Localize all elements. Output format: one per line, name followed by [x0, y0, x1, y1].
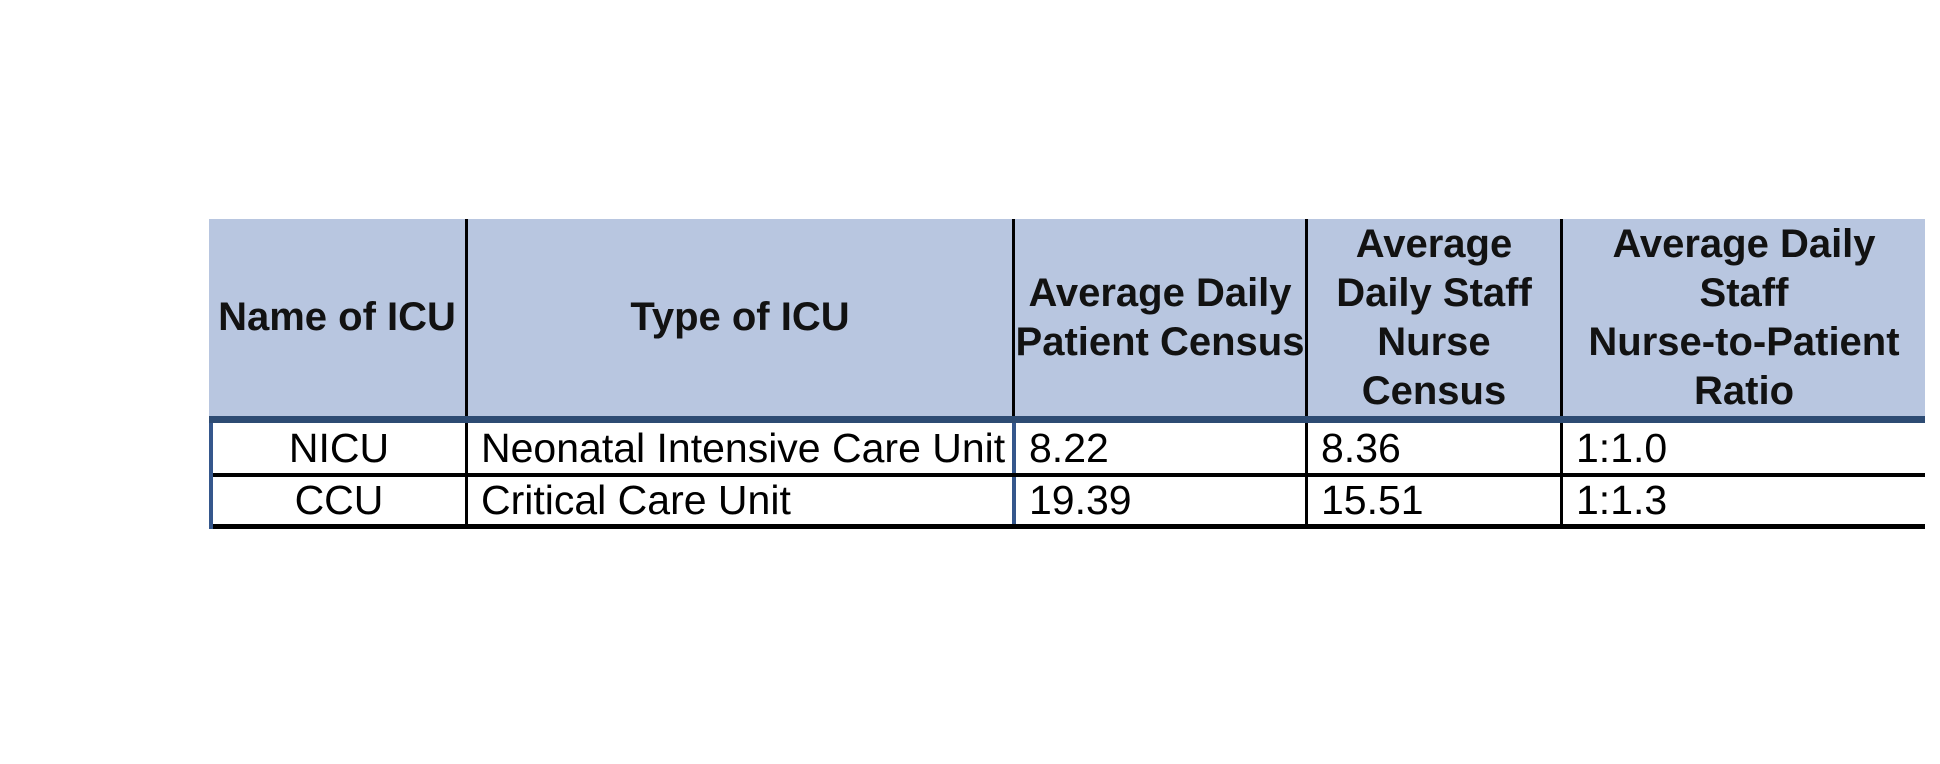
- cell-patient-census: 8.22: [1012, 423, 1305, 473]
- cell-nurse-to-patient-ratio: 1:1.3: [1560, 477, 1925, 524]
- cell-nurse-census: 8.36: [1305, 423, 1560, 473]
- cell-patient-census: 19.39: [1012, 477, 1305, 524]
- icu-staffing-table: Name of ICU Type of ICU Average Daily Pa…: [209, 219, 1925, 529]
- table-row: CCU Critical Care Unit 19.39 15.51 1:1.3: [213, 477, 1925, 529]
- column-header-name-of-icu: Name of ICU: [218, 295, 456, 339]
- cell-icu-name: NICU: [288, 424, 390, 471]
- cell-nurse-census: 15.51: [1305, 477, 1560, 524]
- column-header-average-daily-patient-census: Average Daily Patient Census: [1012, 219, 1305, 416]
- cell-icu-name: CCU: [294, 477, 384, 523]
- table-row: NICU Neonatal Intensive Care Unit 8.22 8…: [213, 423, 1925, 477]
- column-header-average-daily-staff-nurse-census: Average Daily Staff Nurse Census: [1305, 219, 1560, 416]
- column-header-type-of-icu: Type of ICU: [465, 219, 1012, 416]
- cell-nurse-to-patient-ratio: 1:1.0: [1560, 423, 1925, 473]
- cell-icu-type: Critical Care Unit: [465, 477, 1012, 524]
- table-header-row: Name of ICU Type of ICU Average Daily Pa…: [209, 219, 1925, 423]
- table-body: NICU Neonatal Intensive Care Unit 8.22 8…: [209, 423, 1925, 529]
- cell-icu-type: Neonatal Intensive Care Unit: [465, 423, 1012, 473]
- column-header-average-daily-staff-nurse-to-patient-ratio: Average Daily Staff Nurse-to-Patient Rat…: [1560, 219, 1925, 416]
